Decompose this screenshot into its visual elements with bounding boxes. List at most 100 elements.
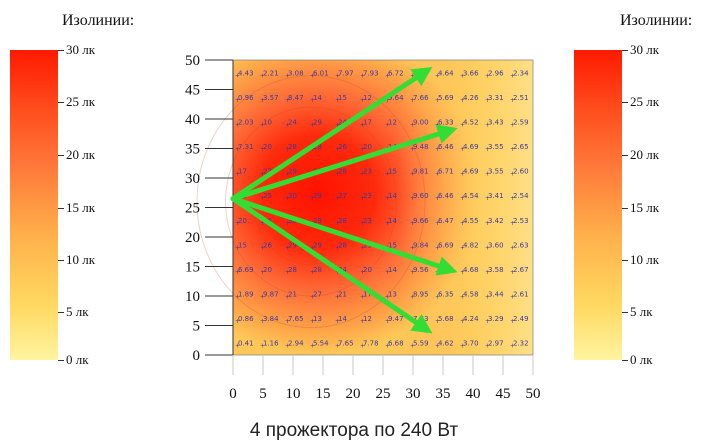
cell-marker: +: [285, 220, 290, 227]
cell-marker: +: [310, 195, 315, 202]
cell-value: 6.33: [438, 118, 454, 126]
cell-value: 6.69: [438, 241, 454, 249]
cell-value: 0.86: [238, 315, 254, 323]
cell-value: 7.93: [363, 69, 379, 77]
cell-value: 0.41: [238, 340, 254, 348]
cell-marker: +: [335, 220, 340, 227]
cell-value: 3.44: [488, 291, 504, 299]
legend-label-5: 5 лк: [630, 304, 653, 319]
cell-marker: +: [460, 244, 465, 251]
cell-marker: +: [435, 97, 440, 104]
cell-value: 25: [263, 192, 272, 200]
cell-marker: +: [335, 195, 340, 202]
legend-tick: [622, 360, 628, 361]
cell-value: 3.66: [463, 69, 479, 77]
cell-marker: +: [285, 195, 290, 202]
cell-value: 28: [338, 241, 347, 249]
cell-value: 2.63: [513, 241, 529, 249]
cell-value: 2.59: [513, 118, 529, 126]
cell-marker: +: [260, 195, 265, 202]
cell-value: 20: [238, 217, 247, 225]
cell-value: 6.47: [438, 217, 454, 225]
cell-marker: +: [335, 146, 340, 153]
x-tick-label: 0: [229, 386, 237, 402]
cell-marker: +: [360, 269, 365, 276]
cell-value: 13: [388, 291, 397, 299]
cell-marker: +: [285, 146, 290, 153]
cell-marker: +: [285, 121, 290, 128]
cell-value: 4.54: [463, 192, 479, 200]
legend-label-0: 0 лк: [66, 352, 89, 367]
cell-value: 24: [288, 118, 297, 126]
cell-marker: +: [310, 318, 315, 325]
cell-value: 4.82: [463, 241, 479, 249]
cell-value: 29: [313, 241, 322, 249]
cell-marker: +: [360, 146, 365, 153]
cell-value: 4.55: [463, 217, 479, 225]
cell-value: 4.24: [463, 315, 479, 323]
legend-tick: [622, 312, 628, 313]
cell-marker: +: [335, 121, 340, 128]
cell-marker: +: [260, 269, 265, 276]
cell-marker: +: [435, 195, 440, 202]
cell-marker: +: [510, 318, 515, 325]
cell-value: 20: [363, 266, 372, 274]
cell-marker: +: [410, 269, 415, 276]
cell-value: 21: [288, 291, 297, 299]
cell-marker: +: [510, 269, 515, 276]
cell-marker: +: [410, 171, 415, 178]
cell-value: 28: [313, 143, 322, 151]
cell-value: 28: [338, 217, 347, 225]
cell-value: 2.97: [488, 340, 504, 348]
cell-value: 15: [388, 241, 397, 249]
cell-value: 2.96: [488, 69, 504, 77]
cell-marker: +: [485, 343, 490, 350]
cell-marker: +: [510, 146, 515, 153]
cell-marker: +: [385, 171, 390, 178]
cell-value: 27: [338, 192, 347, 200]
cell-marker: +: [285, 244, 290, 251]
cell-value: 3.84: [263, 315, 279, 323]
cell-value: 26: [338, 143, 347, 151]
cell-value: 21: [338, 291, 347, 299]
cell-marker: +: [460, 294, 465, 301]
cell-value: 6.35: [438, 291, 454, 299]
cell-marker: +: [235, 97, 240, 104]
cell-value: 2.65: [513, 143, 529, 151]
cell-marker: +: [510, 343, 515, 350]
cell-value: 3.60: [488, 241, 504, 249]
legend-title-right: Изолинии:: [620, 12, 693, 29]
legend-right: 30 лк 25 лк 20 лк 15 лк 10 лк 5 лк 0 лк: [574, 42, 674, 370]
legend-tick: [622, 50, 628, 51]
cell-value: 3.31: [488, 94, 504, 102]
cell-value: 20: [363, 143, 372, 151]
y-tick-label: 40: [185, 112, 200, 128]
cell-value: 3.57: [263, 94, 279, 102]
cell-marker: +: [235, 72, 240, 79]
cell-marker: +: [310, 121, 315, 128]
legend-tick: [58, 155, 64, 156]
x-tick-label: 50: [526, 386, 541, 402]
cell-marker: +: [260, 171, 265, 178]
cell-marker: +: [410, 97, 415, 104]
cell-marker: +: [285, 343, 290, 350]
cell-value: 23: [363, 241, 372, 249]
legend-tick: [622, 155, 628, 156]
legend-tick: [58, 312, 64, 313]
cell-value: 2.49: [513, 315, 529, 323]
cell-value: 9.64: [388, 94, 404, 102]
cell-value: 6.68: [388, 340, 404, 348]
legend-label-0: 0 лк: [630, 352, 653, 367]
cell-value: 2.53: [513, 217, 529, 225]
cell-value: 23: [363, 217, 372, 225]
cell-value: 2.34: [513, 69, 529, 77]
cell-marker: +: [435, 318, 440, 325]
cell-value: 6.71: [438, 168, 454, 176]
cell-marker: +: [410, 244, 415, 251]
cell-marker: +: [285, 318, 290, 325]
legend-label-25: 25 лк: [630, 94, 660, 109]
cell-value: 29: [313, 217, 322, 225]
cell-value: 20: [263, 266, 272, 274]
cell-marker: +: [360, 171, 365, 178]
cell-marker: +: [435, 220, 440, 227]
